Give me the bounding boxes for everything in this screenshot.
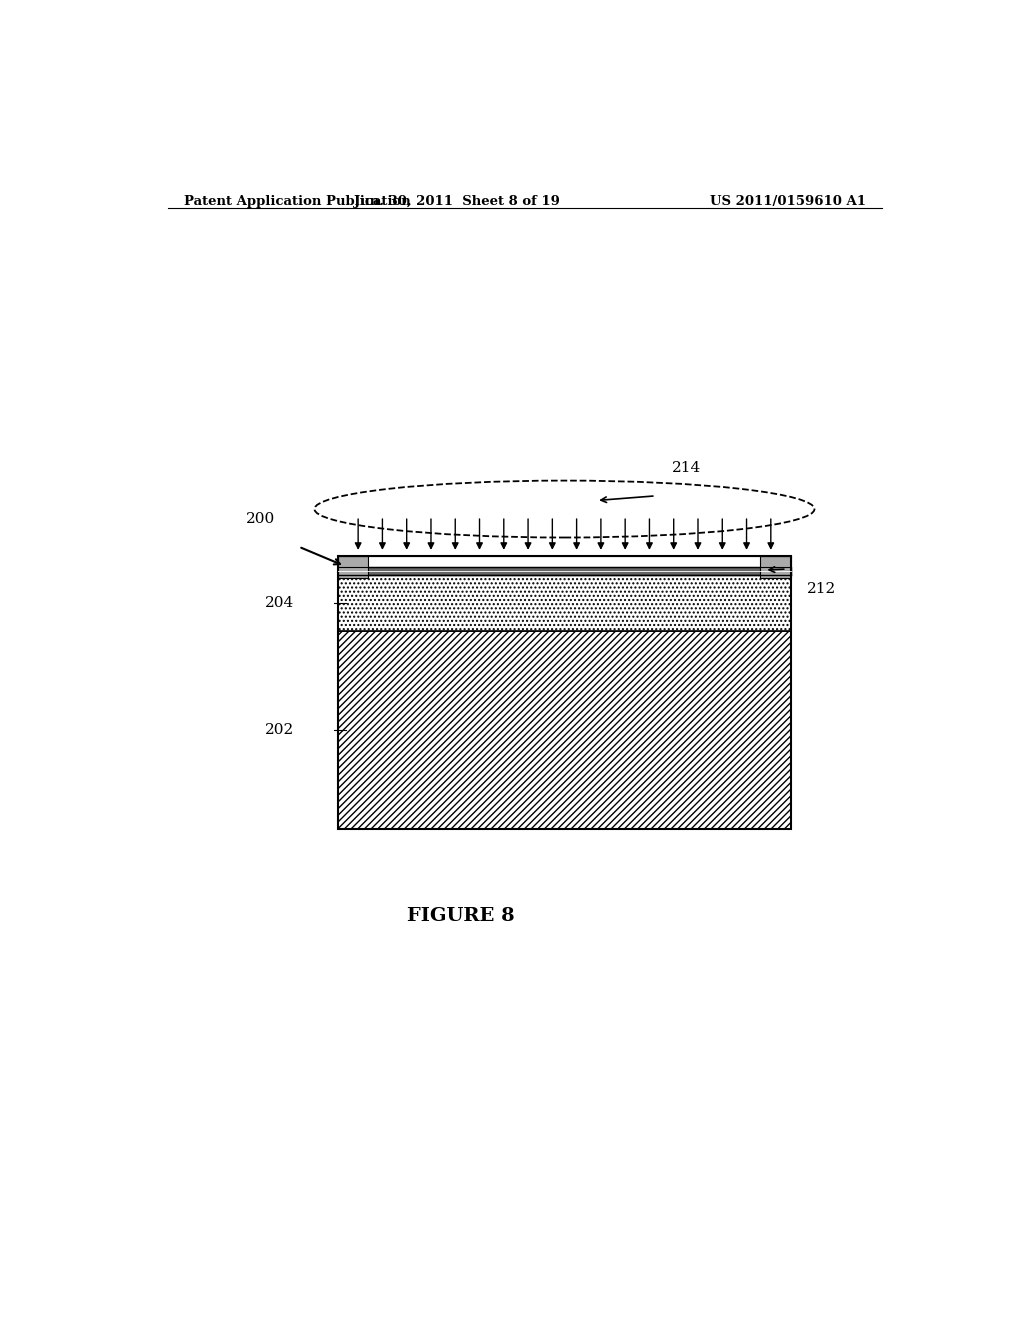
Text: 212: 212 — [807, 582, 836, 597]
Bar — [338, 631, 791, 829]
Bar — [338, 556, 791, 829]
Bar — [761, 556, 791, 578]
Text: Jun. 30, 2011  Sheet 8 of 19: Jun. 30, 2011 Sheet 8 of 19 — [354, 195, 560, 209]
Text: 202: 202 — [265, 723, 295, 737]
Text: 200: 200 — [246, 512, 274, 527]
Bar — [338, 556, 369, 578]
Text: 204: 204 — [265, 597, 295, 610]
Text: FIGURE 8: FIGURE 8 — [408, 907, 515, 924]
Text: Patent Application Publication: Patent Application Publication — [183, 195, 411, 209]
Bar — [338, 568, 791, 576]
Text: 214: 214 — [672, 462, 700, 475]
Text: US 2011/0159610 A1: US 2011/0159610 A1 — [710, 195, 866, 209]
Bar — [338, 576, 791, 631]
